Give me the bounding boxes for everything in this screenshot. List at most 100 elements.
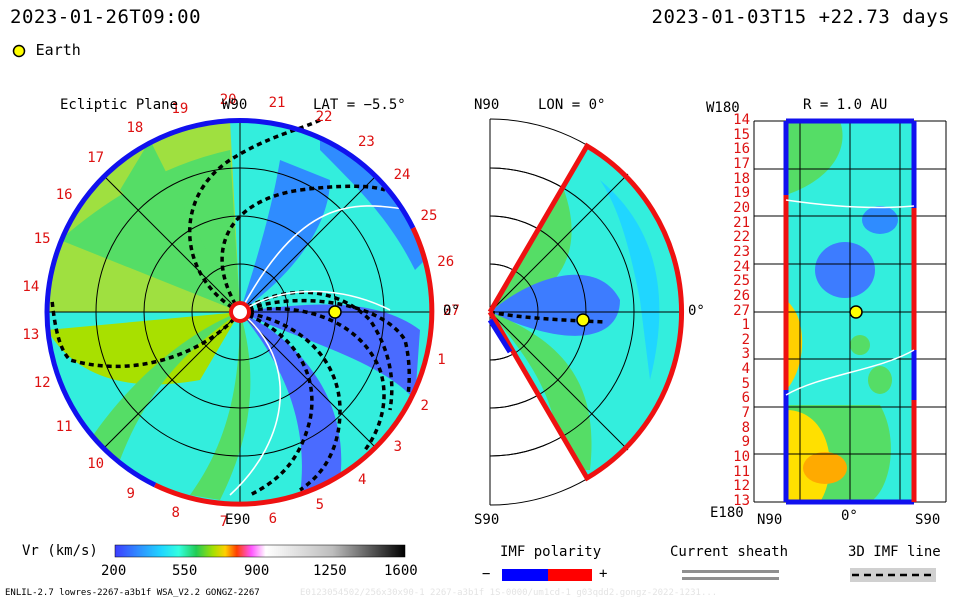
rim-label: 1 xyxy=(437,351,446,368)
footer-run-id: ENLIL-2.7 lowres-2267-a3b1f WSA_V2.2 GON… xyxy=(5,588,260,598)
rim-label: 4 xyxy=(358,472,367,489)
radial-x-n90: N90 xyxy=(757,512,783,528)
radial-y-label: 9 xyxy=(741,434,750,451)
rim-label: 19 xyxy=(171,100,189,117)
radial-y-label: 20 xyxy=(733,199,750,216)
radial-y-label: 5 xyxy=(741,375,750,392)
imf-minus-label: − xyxy=(482,566,491,582)
radial-y-label: 21 xyxy=(733,214,750,231)
w90-label: W90 xyxy=(222,97,248,113)
rim-label: 10 xyxy=(87,456,105,473)
earth-legend-label: Earth xyxy=(35,41,81,59)
colorbar-tick-900: 900 xyxy=(244,563,270,579)
rim-label: 27 xyxy=(443,303,460,319)
ecliptic-0-label: 0° xyxy=(443,303,460,319)
colorbar-tick-1250: 1250 xyxy=(313,563,347,579)
earth-marker xyxy=(328,305,342,319)
radial-y-label: 12 xyxy=(733,478,750,495)
radial-y-label: 14 xyxy=(733,112,750,128)
earth-marker-icon xyxy=(12,44,26,57)
meridional-0-label: 0° xyxy=(688,303,705,319)
radial-e180: E180 xyxy=(710,505,744,521)
radial-y-label: 4 xyxy=(741,361,750,378)
rim-label: 17 xyxy=(87,149,105,166)
radial-w180: W180 xyxy=(706,100,740,116)
imf-negative-swatch xyxy=(502,569,548,581)
rim-label: 18 xyxy=(126,120,144,137)
imf-positive-swatch xyxy=(548,569,592,581)
radial-y-label: 27 xyxy=(733,302,750,319)
run-info: 2023-01-03T15 +22.73 days xyxy=(651,6,950,28)
radial-y-label: 10 xyxy=(733,449,750,466)
radial-y-label: 3 xyxy=(741,346,750,363)
rim-label: 24 xyxy=(393,167,411,184)
imf-polarity-title: IMF polarity xyxy=(500,544,602,560)
rim-label: 8 xyxy=(171,505,180,522)
imf-plus-label: + xyxy=(599,566,608,582)
rim-label: 15 xyxy=(33,230,51,247)
rim-label: 6 xyxy=(268,510,278,527)
footer-faint: E0123054502/256x30x90-1 2267-a3b1f 1S-00… xyxy=(300,588,718,598)
rim-label: 21 xyxy=(268,95,286,112)
vr-colorbar xyxy=(114,544,406,558)
earth-legend: Earth xyxy=(12,40,81,59)
colorbar-tick-200: 200 xyxy=(101,563,127,579)
rim-label: 9 xyxy=(126,485,135,502)
current-sheath-title: Current sheath xyxy=(670,544,789,560)
radial-y-label: 7 xyxy=(741,405,750,422)
current-sheath-swatch xyxy=(682,570,779,580)
rim-label: 5 xyxy=(315,496,324,513)
radial-y-label: 11 xyxy=(733,463,750,480)
meridional-s90: S90 xyxy=(474,512,500,528)
ecliptic-title: Ecliptic Plane xyxy=(60,97,179,113)
colorbar-label: Vr (km/s) xyxy=(22,543,98,559)
rim-label: 12 xyxy=(33,375,51,392)
rim-label: 11 xyxy=(55,418,73,435)
radial-y-label: 2 xyxy=(741,331,750,348)
radial-y-label: 6 xyxy=(741,390,750,407)
earth-marker-meridional xyxy=(576,313,590,327)
radial-y-label: 8 xyxy=(741,419,750,436)
radial-title: R = 1.0 AU xyxy=(803,97,888,113)
model-time: 2023-01-26T09:00 xyxy=(10,6,202,28)
rim-label: 26 xyxy=(437,254,455,271)
radial-y-label: 1 xyxy=(741,317,750,334)
sun-marker xyxy=(229,301,251,323)
radial-x-0: 0° xyxy=(841,508,858,524)
colorbar-tick-550: 550 xyxy=(172,563,198,579)
radial-y-label: 22 xyxy=(733,229,750,246)
rim-label: 20 xyxy=(219,92,237,109)
radial-y-label: 15 xyxy=(733,126,750,143)
imf-line-title: 3D IMF line xyxy=(848,544,941,560)
rim-label: 3 xyxy=(393,438,403,455)
rim-label: 2 xyxy=(420,397,429,414)
ecliptic-lat: LAT = −5.5° xyxy=(313,97,406,113)
radial-y-label: 13 xyxy=(733,493,750,509)
earth-marker-radial xyxy=(849,305,863,319)
rim-label: 23 xyxy=(358,133,375,150)
rim-label: 13 xyxy=(22,327,40,344)
meridional-panel xyxy=(487,118,684,506)
e90-label: E90 xyxy=(225,512,251,528)
radial-y-label: 19 xyxy=(733,185,750,202)
radial-y-label: 23 xyxy=(733,243,750,260)
ecliptic-plane-panel xyxy=(44,118,435,507)
meridional-n90: N90 xyxy=(474,97,500,113)
rim-label: 7 xyxy=(219,513,229,530)
radial-y-label: 25 xyxy=(733,273,750,290)
radial-y-label: 26 xyxy=(733,287,750,304)
imf-line-swatch xyxy=(850,568,936,582)
radial-x-s90: S90 xyxy=(915,512,941,528)
radial-panel xyxy=(753,118,947,505)
rim-label: 22 xyxy=(315,109,333,126)
radial-y-label: 17 xyxy=(733,155,750,172)
meridional-title: LON = 0° xyxy=(538,97,606,113)
rim-label: 16 xyxy=(55,187,73,204)
radial-y-label: 18 xyxy=(733,170,750,187)
radial-y-label: 16 xyxy=(733,141,750,158)
rim-label: 14 xyxy=(22,278,40,295)
rim-label: 25 xyxy=(420,208,438,225)
radial-y-label: 24 xyxy=(733,258,750,275)
colorbar-tick-1600: 1600 xyxy=(384,563,418,579)
